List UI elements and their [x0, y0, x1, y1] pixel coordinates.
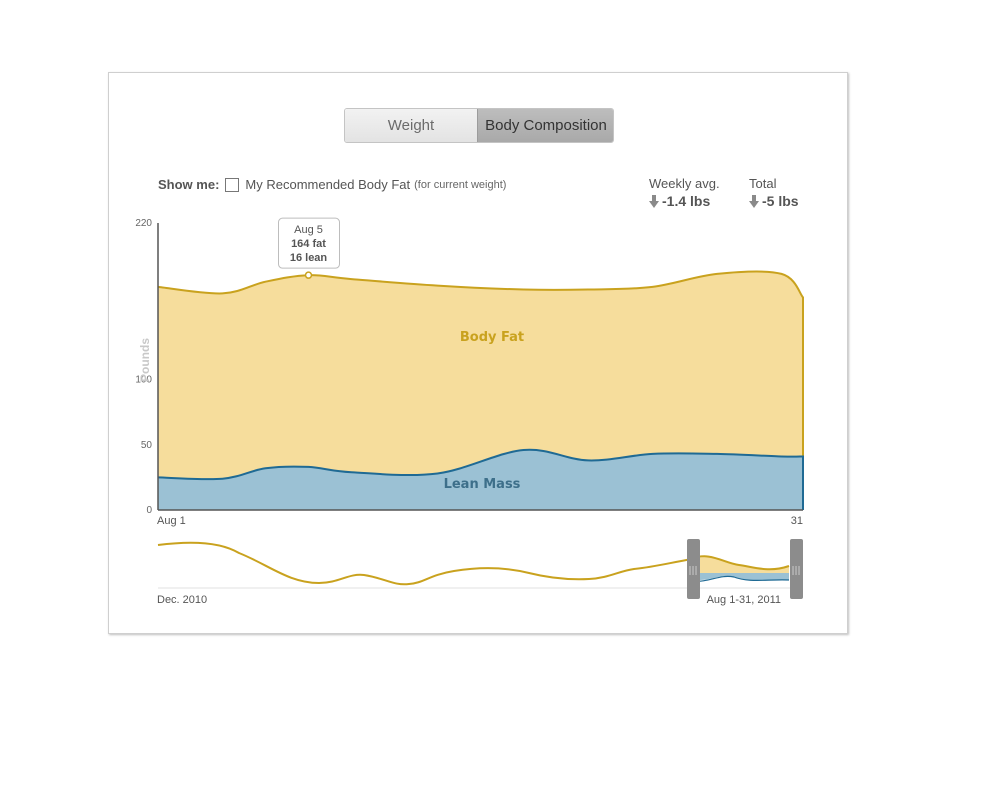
body-fat-point[interactable]: [435, 283, 441, 289]
navigator-left-handle[interactable]: [687, 539, 700, 599]
lean-mass-area: [158, 449, 803, 510]
body-fat-point[interactable]: [800, 294, 806, 300]
lean-mass-point[interactable]: [779, 454, 785, 460]
y-axis-label: Pounds: [138, 338, 152, 382]
plot-area: [157, 270, 806, 510]
total-title: Total: [749, 176, 777, 191]
body-fat-point[interactable]: [585, 287, 591, 293]
lean-mass-point[interactable]: [263, 465, 269, 471]
x-tick-end: 31: [791, 515, 803, 527]
body-fat-point[interactable]: [220, 290, 226, 296]
body-fat-point[interactable]: [349, 276, 355, 282]
lean-mass-point[interactable]: [349, 469, 355, 475]
tooltip-lean: 16 lean: [290, 252, 328, 264]
navigator-start-label: Dec. 2010: [157, 594, 207, 606]
view-toggle: Weight Body Composition: [344, 108, 614, 143]
lean-mass-line: [157, 448, 804, 510]
total-value: -5 lbs: [762, 193, 799, 209]
navigator-range-label: Aug 1-31, 2011: [707, 594, 781, 606]
body-composition-chart: 0 50 100 220 Pounds Aug 1 31 Body Fat Lean …: [135, 217, 806, 606]
lean-mass-series-label: Lean Mass: [444, 477, 521, 492]
lean-mass-point[interactable]: [714, 451, 720, 457]
tooltip-fat: 164 fat: [291, 238, 326, 250]
total-stat: Total -5 lbs: [749, 176, 799, 209]
body-fat-point[interactable]: [714, 271, 720, 277]
y-tick-label: 0: [146, 505, 152, 516]
recommended-body-fat-note: (for current weight): [414, 178, 507, 191]
tooltip-date: Aug 5: [294, 224, 323, 236]
down-arrow-icon: [749, 194, 759, 208]
y-tick-label: 100: [135, 375, 152, 386]
navigator-selected-fat: [692, 557, 789, 573]
navigator-selected-lean-line: [691, 575, 790, 582]
show-me-row: Show me: My Recommended Body Fat (for cu…: [158, 177, 506, 192]
grip-icon: |||: [688, 566, 697, 576]
lean-mass-point[interactable]: [585, 457, 591, 463]
down-arrow-icon: [649, 194, 659, 208]
body-composition-panel: Weight Body Composition Show me: My Reco…: [108, 72, 848, 634]
x-tick-start: Aug 1: [157, 515, 186, 527]
lean-mass-point[interactable]: [521, 447, 527, 453]
body-fat-series-label: Body Fat: [460, 330, 524, 345]
grip-icon: |||: [791, 566, 800, 576]
recommended-body-fat-label[interactable]: My Recommended Body Fat: [245, 177, 411, 192]
body-fat-point[interactable]: [779, 271, 785, 277]
lean-mass-point[interactable]: [220, 476, 226, 482]
body-fat-area: [158, 271, 803, 510]
lean-mass-point[interactable]: [800, 454, 806, 460]
weekly-average-stat: Weekly avg. -1.4 lbs: [649, 176, 720, 209]
lean-mass-point[interactable]: [650, 451, 656, 457]
body-fat-point[interactable]: [650, 284, 656, 290]
show-me-label: Show me:: [158, 177, 220, 192]
weekly-average-value: -1.4 lbs: [662, 193, 711, 209]
weekly-average-title: Weekly avg.: [649, 176, 720, 191]
tooltip: Aug 5 164 fat 16 lean: [278, 217, 340, 279]
y-tick-label: 50: [141, 440, 153, 451]
lean-mass-point[interactable]: [435, 470, 441, 476]
body-fat-point[interactable]: [263, 279, 269, 285]
tooltip-box: [278, 217, 340, 269]
range-navigator[interactable]: ||| |||: [157, 539, 803, 599]
y-tick-label: 220: [135, 218, 152, 229]
y-ticks: 0 50 100 220: [135, 218, 152, 516]
navigator-right-handle[interactable]: [790, 539, 803, 599]
tab-weight[interactable]: Weight: [345, 109, 477, 142]
tab-body-composition[interactable]: Body Composition: [477, 109, 613, 142]
recommended-body-fat-checkbox[interactable]: [225, 177, 240, 192]
tooltip-marker: [304, 271, 313, 279]
navigator-selected-lean: [692, 573, 789, 581]
body-fat-point[interactable]: [521, 287, 527, 293]
lean-mass-point[interactable]: [306, 464, 312, 470]
body-fat-line: [157, 270, 804, 510]
